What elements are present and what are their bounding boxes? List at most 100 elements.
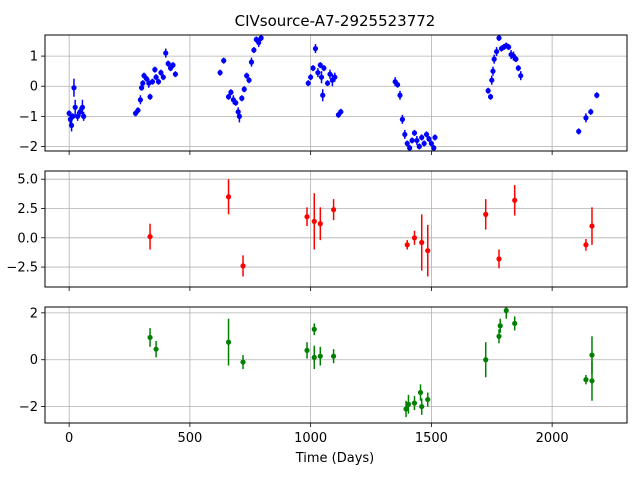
panel-middle-y-tick-label-1: 0.0 [17,231,38,246]
panel-middle: −2.5 0.0 2.5 5.0 [6,170,628,291]
panel-top-point-21 [153,74,159,80]
panel-bottom: −2 0 2 0 500 1000 1500 2000 [19,306,628,446]
panel-middle-point-4 [311,218,317,224]
panel-bottom-y-tick-label-0: −2 [19,400,38,415]
panel-top-point-18 [147,94,153,100]
panel-top-point-26 [165,61,171,67]
panel-bottom-point-1 [153,346,159,352]
panel-top-point-95 [518,73,524,79]
panel-top-point-37 [236,113,243,119]
panel-top-point-9 [81,113,87,119]
panel-top-point-65 [399,116,406,122]
panel-top-point-40 [244,73,250,79]
panel-top-point-75 [423,131,430,138]
panel-middle-point-15 [589,223,595,229]
panel-top-point-39 [241,86,247,92]
panel-bottom-point-8 [330,353,337,359]
panel-top-point-35 [233,100,239,106]
panel-top-point-86 [496,35,502,41]
panel-middle-point-1 [225,194,232,200]
panel-top-point-8 [79,104,86,110]
panel-top-point-53 [318,74,325,80]
panel-top-point-51 [315,70,321,76]
panel-middle-point-0 [147,234,153,240]
panel-bottom-x-tick-label-3: 1500 [415,431,448,446]
panel-top-point-68 [407,145,413,151]
panel-top-point-4 [71,85,77,91]
panel-top-point-0 [66,110,72,116]
panel-top-point-14 [140,80,146,86]
panel-bottom-y-tick-label-2: 2 [30,306,38,321]
panel-bottom-point-16 [496,333,502,339]
panel-top-point-29 [172,71,179,77]
panel-top-point-83 [490,68,496,74]
panel-middle-frame [44,170,628,288]
panel-top-point-47 [305,80,311,86]
panel-bottom-x-tick-label-0: 0 [65,431,73,446]
panel-top-point-22 [155,79,162,85]
panel-top-point-69 [409,137,415,144]
panel-top-y-tick-label-2: 0 [30,80,38,95]
panel-bottom-x-tick-label-1: 500 [177,431,202,446]
panel-bottom-frame [44,306,628,424]
panel-top-point-3 [70,113,76,119]
panel-top-point-11 [135,107,141,113]
panel-top-point-97 [583,115,589,121]
panel-top-point-72 [416,143,422,150]
panel-top-point-54 [320,92,326,98]
panel-middle-point-6 [330,207,337,213]
panel-top-point-96 [576,128,582,135]
panel-middle-point-8 [411,235,418,241]
panel-top-point-94 [515,65,521,71]
panel-top-point-74 [421,140,427,147]
panel-bottom-point-11 [411,400,418,406]
panel-top-point-13 [138,85,145,91]
panel-top-point-5 [72,104,78,110]
panel-top-frame [44,34,628,152]
panel-top-point-77 [428,140,434,147]
panel-bottom-point-17 [497,323,503,329]
panel-top-point-90 [506,44,512,50]
panel-top-point-63 [394,82,401,88]
panel-top-point-61 [338,109,344,115]
panel-bottom-points [147,307,595,418]
panel-top-point-12 [137,97,143,103]
panel-middle-point-11 [483,211,489,217]
panel-middle-y-tick-label-2: 2.5 [17,202,38,217]
panel-middle-point-2 [240,263,246,269]
panel-top-point-48 [308,74,314,80]
panel-top-point-24 [160,74,166,80]
panel-top-point-28 [170,62,176,68]
panel-bottom-point-2 [225,339,232,345]
panel-middle-point-13 [512,197,518,203]
panel-top-point-79 [432,134,438,141]
panel-top-point-50 [312,45,319,52]
panel-top-point-52 [317,62,323,68]
panel-bottom-point-15 [483,357,489,363]
panel-top-point-6 [75,113,81,119]
panel-top-point-41 [246,77,252,83]
panel-top-point-78 [431,145,437,151]
panels: −2 −1 0 1 −2.5 0.0 2.5 5.0 −2 0 2 0 500 1000 1500 2000 [6,34,628,446]
panel-bottom-point-7 [317,353,323,359]
panel-top-point-84 [491,56,497,62]
panel-top-point-45 [256,39,262,46]
panel-top-point-67 [404,140,410,147]
panel-bottom-point-12 [417,389,424,396]
panel-top-point-76 [426,136,432,142]
panel-bottom-x-tick-label-2: 1000 [294,431,327,446]
panel-top-point-33 [228,89,234,95]
panel-top-point-82 [489,77,495,83]
panel-top-point-56 [324,80,331,86]
panel-bottom-point-18 [503,307,509,314]
panel-top-point-85 [493,48,500,55]
panel-middle-point-7 [404,242,410,248]
panel-middle-point-14 [583,242,589,248]
panel-bottom-point-21 [589,378,595,384]
panel-bottom-point-22 [589,352,595,358]
panel-top-point-80 [485,88,491,94]
panel-top-point-42 [248,59,255,65]
panel-top-point-73 [419,134,425,141]
panel-top-point-81 [487,94,494,100]
panel-top-point-59 [332,74,338,80]
